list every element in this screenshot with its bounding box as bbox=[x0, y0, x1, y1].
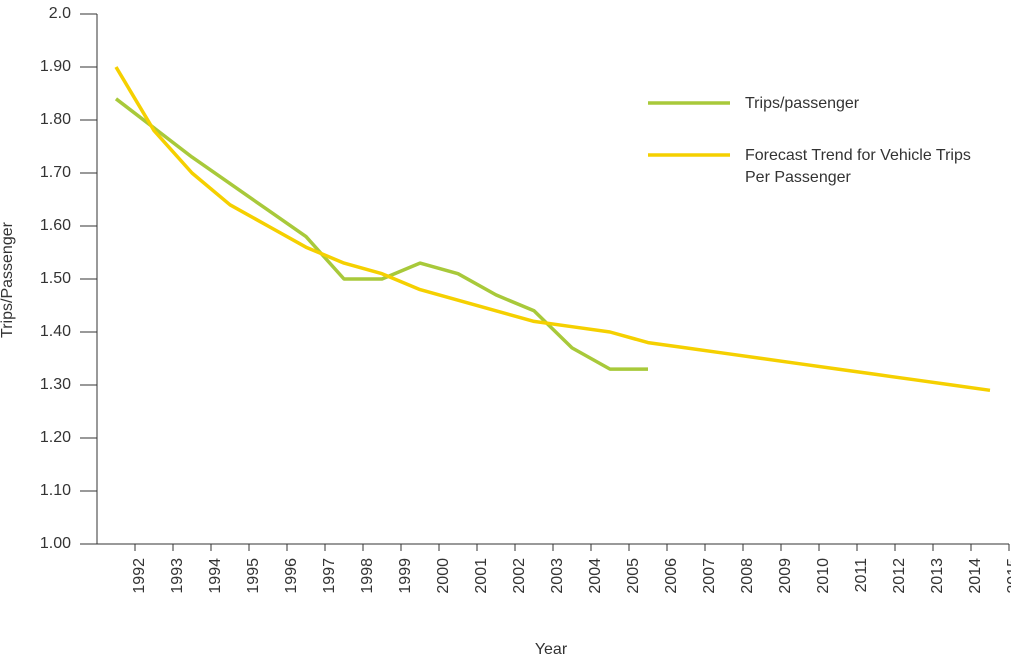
y-tick-label: 1.00 bbox=[40, 535, 71, 552]
data-line bbox=[114, 97, 648, 371]
x-tick-label: 2010 bbox=[815, 558, 832, 594]
x-tick-label: 2015 bbox=[1005, 558, 1011, 594]
x-tick-label: 2006 bbox=[663, 558, 680, 594]
y-tick-label: 1.30 bbox=[40, 376, 71, 393]
x-tick-label: 2012 bbox=[891, 558, 908, 594]
x-tick-label: 2013 bbox=[929, 558, 946, 594]
x-tick-label: 1996 bbox=[283, 558, 300, 594]
x-tick-label: 1997 bbox=[321, 558, 338, 594]
x-tick-label: 2003 bbox=[549, 558, 566, 594]
x-tick-label: 2007 bbox=[701, 558, 718, 594]
y-tick-label: 1.90 bbox=[40, 58, 71, 75]
x-tick-label: 2004 bbox=[587, 558, 604, 594]
x-tick-label: 2009 bbox=[777, 558, 794, 594]
x-tick-label: 1995 bbox=[245, 558, 262, 594]
x-tick-label: 2014 bbox=[967, 558, 984, 594]
x-tick-label: 1998 bbox=[359, 558, 376, 594]
x-axis-label: Year bbox=[535, 641, 568, 658]
y-axis-label: Trips/Passenger bbox=[0, 221, 16, 338]
legend-label: Forecast Trend for Vehicle Trips Per Pas… bbox=[745, 147, 971, 186]
x-tick-label: 1992 bbox=[131, 558, 148, 594]
y-tick-label: 2.0 bbox=[49, 5, 71, 22]
x-tick-label: 1999 bbox=[397, 558, 414, 594]
y-tick-label: 1.40 bbox=[40, 323, 71, 340]
x-tick-label: 1993 bbox=[169, 558, 186, 594]
y-tick-label: 1.20 bbox=[40, 429, 71, 446]
y-tick-label: 1.60 bbox=[40, 217, 71, 234]
x-tick-label: 2001 bbox=[473, 558, 490, 594]
x-tick-label: 2002 bbox=[511, 558, 528, 594]
x-tick-label: 2008 bbox=[739, 558, 756, 594]
y-tick-label: 1.10 bbox=[40, 482, 71, 499]
data-line bbox=[114, 66, 991, 393]
x-tick-label: 2011 bbox=[853, 558, 870, 593]
legend-label: Trips/passenger bbox=[745, 95, 860, 112]
y-tick-label: 1.70 bbox=[40, 164, 71, 181]
y-tick-label: 1.50 bbox=[40, 270, 71, 287]
x-tick-label: 2005 bbox=[625, 558, 642, 594]
x-tick-label: 2000 bbox=[435, 558, 452, 594]
x-tick-label: 1994 bbox=[207, 558, 224, 594]
y-tick-label: 1.80 bbox=[40, 111, 71, 128]
